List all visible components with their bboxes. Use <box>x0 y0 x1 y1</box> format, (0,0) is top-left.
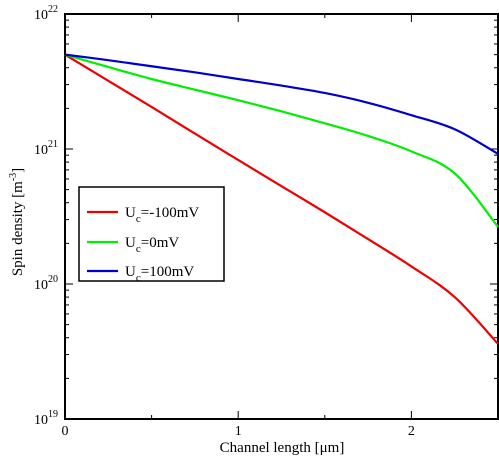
legend: Uc=-100mV Uc=0mV Uc=100mV <box>78 186 225 284</box>
legend-box <box>78 186 225 282</box>
x-tick-label: 2 <box>408 424 415 439</box>
legend-label: Uc=0mV <box>125 235 179 255</box>
y-tick-label: 1021 <box>34 139 58 158</box>
series-line-2 <box>64 53 499 228</box>
y-tick-label: 1020 <box>34 274 58 293</box>
series-lines <box>64 53 499 345</box>
legend-items: Uc=-100mV Uc=0mV Uc=100mV <box>87 205 199 284</box>
plot-frame <box>64 13 499 420</box>
axis-ticks <box>64 14 499 420</box>
axis-tick-labels: 0 1 2 1019 1020 1021 1022 <box>34 4 415 439</box>
x-tick-label: 1 <box>235 424 242 439</box>
y-tick-label: 1019 <box>34 409 58 428</box>
legend-label: Uc=100mV <box>125 264 194 284</box>
x-axis-title: Channel length [μm] <box>220 440 345 456</box>
y-axis-title: Spin density [m-3] <box>8 168 26 276</box>
y-tick-label: 1022 <box>34 4 58 23</box>
x-tick-label: 0 <box>62 424 69 439</box>
series-line-3 <box>64 53 499 155</box>
series-line-1 <box>64 53 499 345</box>
legend-label: Uc=-100mV <box>125 205 199 225</box>
